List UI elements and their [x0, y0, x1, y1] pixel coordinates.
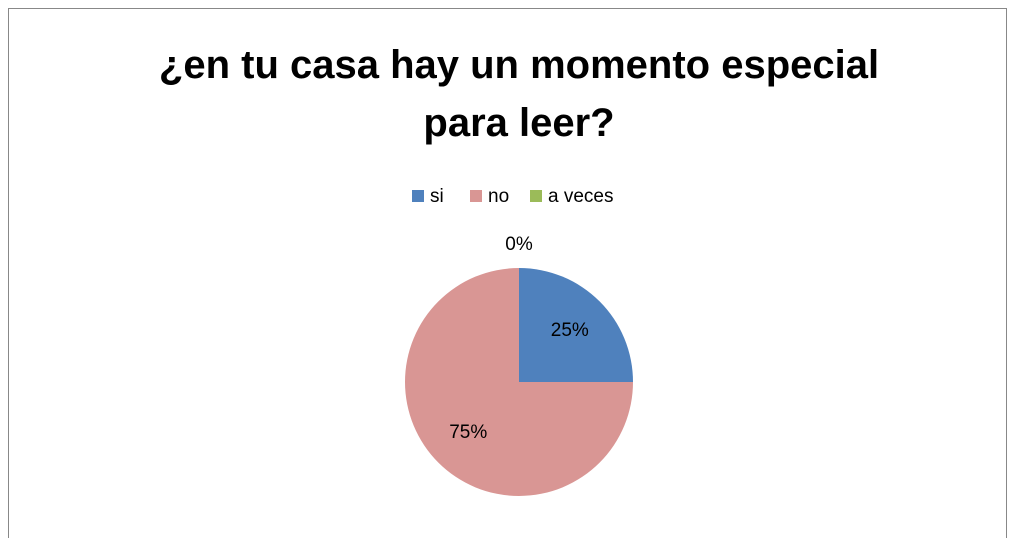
legend-swatch — [412, 190, 424, 202]
legend-label: a veces — [548, 186, 613, 207]
data-label: 25% — [551, 320, 589, 341]
legend-label: no — [488, 186, 509, 207]
data-label: 75% — [449, 422, 487, 443]
legend-swatch — [530, 190, 542, 202]
chart-title: ¿en tu casa hay un momento especial para… — [158, 43, 880, 145]
pie-slice — [405, 268, 633, 496]
pie-slice — [519, 268, 633, 382]
chart-frame — [8, 8, 1007, 538]
legend-swatch — [470, 190, 482, 202]
data-label: 0% — [505, 234, 533, 255]
legend-label: si — [430, 186, 444, 207]
